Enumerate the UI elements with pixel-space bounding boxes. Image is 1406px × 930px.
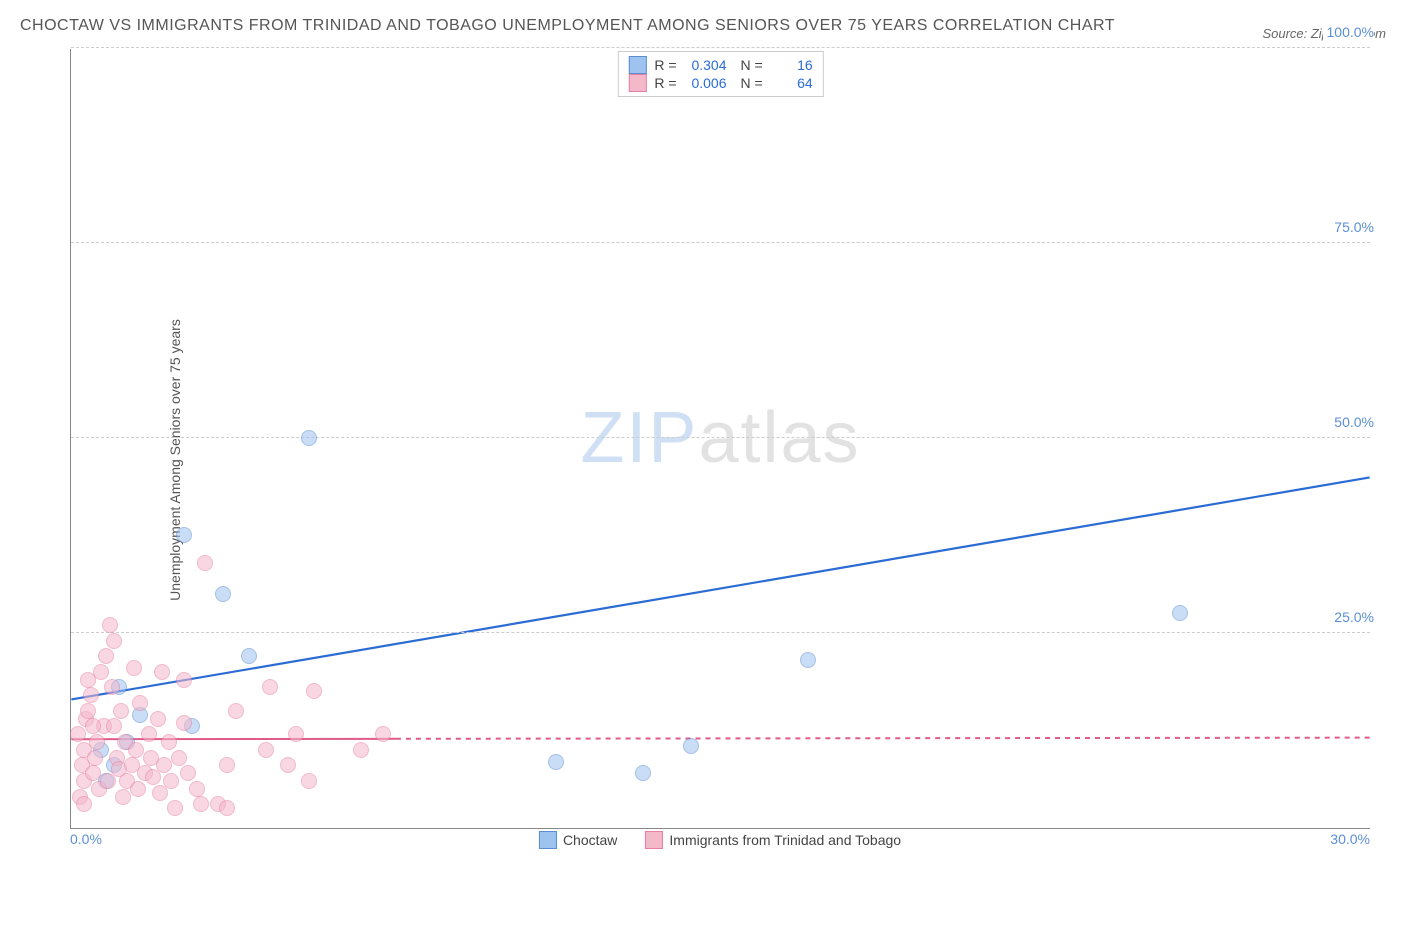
data-point [83, 687, 99, 703]
watermark-zip: ZIP [580, 398, 698, 478]
data-point [683, 738, 699, 754]
data-point [89, 734, 105, 750]
trend-lines [71, 49, 1370, 828]
data-point [154, 664, 170, 680]
data-point [176, 527, 192, 543]
chart-header: CHOCTAW VS IMMIGRANTS FROM TRINIDAD AND … [20, 12, 1386, 41]
r-value-trinidad: 0.006 [683, 75, 727, 91]
data-point [80, 703, 96, 719]
data-point [180, 765, 196, 781]
data-point [1172, 605, 1188, 621]
data-point [219, 800, 235, 816]
n-value-choctaw: 16 [769, 57, 813, 73]
data-point [126, 660, 142, 676]
data-point [288, 726, 304, 742]
legend-label-choctaw: Choctaw [563, 832, 617, 848]
data-point [98, 648, 114, 664]
data-point [156, 757, 172, 773]
data-point [228, 703, 244, 719]
data-point [171, 750, 187, 766]
x-tick-max: 30.0% [1330, 831, 1370, 871]
legend-label-trinidad: Immigrants from Trinidad and Tobago [669, 832, 901, 848]
stats-legend: R = 0.304 N = 16 R = 0.006 N = 64 [617, 51, 823, 97]
data-point [130, 781, 146, 797]
data-point [150, 711, 166, 727]
stats-row-choctaw: R = 0.304 N = 16 [628, 56, 812, 74]
data-point [215, 586, 231, 602]
data-point [141, 726, 157, 742]
data-point [241, 648, 257, 664]
gridline [71, 242, 1370, 243]
n-value-trinidad: 64 [769, 75, 813, 91]
data-point [306, 683, 322, 699]
gridline [71, 632, 1370, 633]
data-point [548, 754, 564, 770]
bottom-legend: Choctaw Immigrants from Trinidad and Tob… [539, 831, 901, 849]
x-axis: 0.0% Choctaw Immigrants from Trinidad an… [70, 831, 1370, 871]
data-point [70, 726, 86, 742]
data-point [258, 742, 274, 758]
data-point [301, 773, 317, 789]
data-point [163, 773, 179, 789]
data-point [132, 695, 148, 711]
n-label: N = [741, 75, 763, 91]
stats-row-trinidad: R = 0.006 N = 64 [628, 74, 812, 92]
data-point [113, 703, 129, 719]
data-point [197, 555, 213, 571]
y-tick-label: 75.0% [1330, 219, 1374, 235]
legend-item-trinidad: Immigrants from Trinidad and Tobago [645, 831, 901, 849]
data-point [353, 742, 369, 758]
legend-item-choctaw: Choctaw [539, 831, 617, 849]
data-point [800, 652, 816, 668]
data-point [375, 726, 391, 742]
n-label: N = [741, 57, 763, 73]
data-point [87, 750, 103, 766]
data-point [167, 800, 183, 816]
data-point [189, 781, 205, 797]
r-value-choctaw: 0.304 [683, 57, 727, 73]
watermark: ZIPatlas [580, 397, 860, 479]
data-point [193, 796, 209, 812]
data-point [219, 757, 235, 773]
data-point [85, 765, 101, 781]
data-point [102, 617, 118, 633]
data-point [280, 757, 296, 773]
swatch-choctaw [628, 56, 646, 74]
r-label: R = [654, 57, 676, 73]
data-point [106, 718, 122, 734]
data-point [161, 734, 177, 750]
data-point [176, 715, 192, 731]
watermark-atlas: atlas [698, 398, 860, 478]
data-point [176, 672, 192, 688]
x-tick-min: 0.0% [70, 831, 102, 871]
y-tick-label: 100.0% [1323, 24, 1374, 40]
data-point [301, 430, 317, 446]
data-point [635, 765, 651, 781]
data-point [128, 742, 144, 758]
data-point [262, 679, 278, 695]
gridline [71, 437, 1370, 438]
data-point [106, 633, 122, 649]
data-point [115, 789, 131, 805]
y-tick-label: 25.0% [1330, 609, 1374, 625]
r-label: R = [654, 75, 676, 91]
legend-swatch-trinidad [645, 831, 663, 849]
data-point [80, 672, 96, 688]
gridline [71, 47, 1370, 48]
y-tick-label: 50.0% [1330, 414, 1374, 430]
chart-title: CHOCTAW VS IMMIGRANTS FROM TRINIDAD AND … [20, 12, 1115, 41]
chart-wrap: Unemployment Among Seniors over 75 years… [70, 49, 1386, 871]
data-point [85, 718, 101, 734]
data-point [104, 679, 120, 695]
data-point [76, 796, 92, 812]
swatch-trinidad [628, 74, 646, 92]
plot-area: ZIPatlas R = 0.304 N = 16 R = 0.006 N = … [70, 49, 1370, 829]
legend-swatch-choctaw [539, 831, 557, 849]
